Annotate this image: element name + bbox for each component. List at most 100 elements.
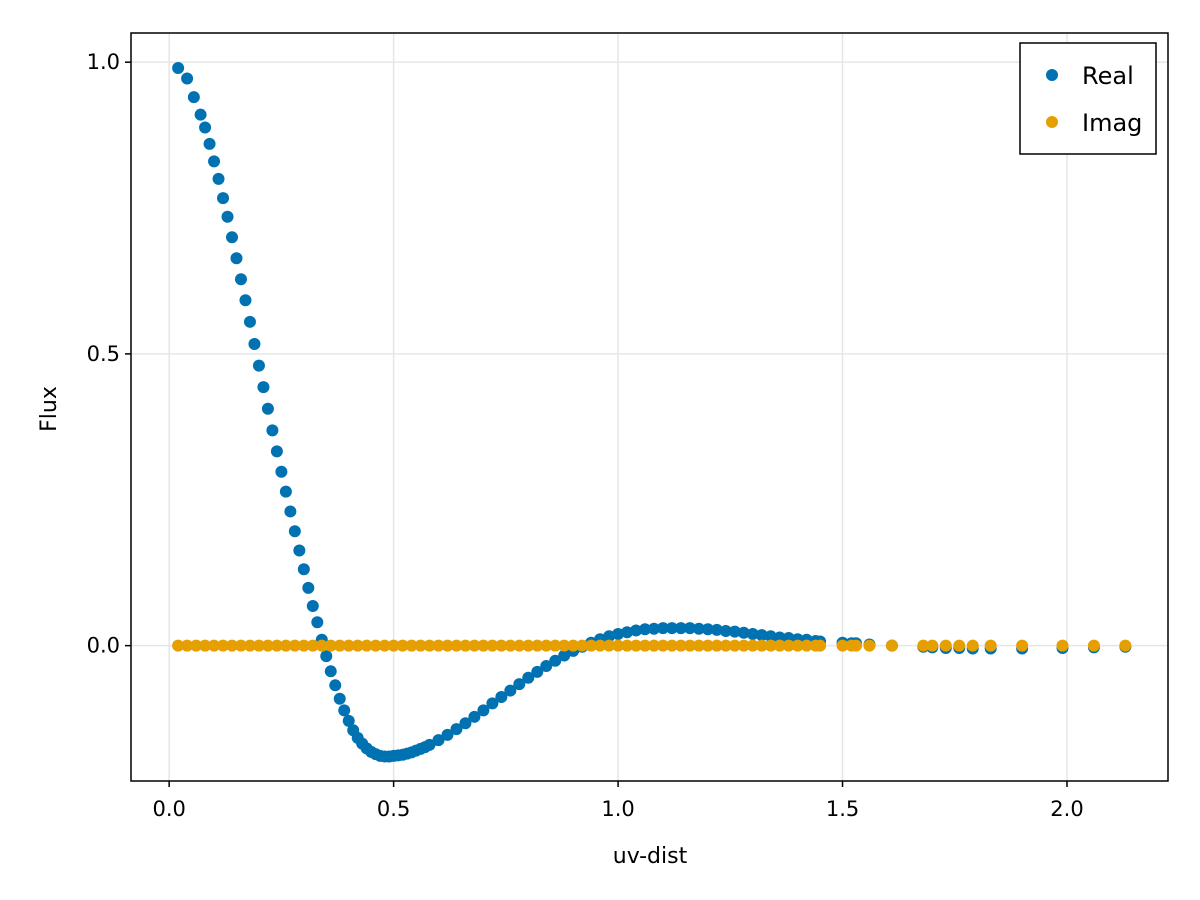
imag-point bbox=[850, 639, 863, 652]
imag-point bbox=[432, 639, 445, 652]
imag-point bbox=[953, 639, 966, 652]
real-point bbox=[737, 626, 750, 639]
imag-point bbox=[567, 639, 580, 652]
real-point bbox=[284, 505, 297, 518]
real-point bbox=[495, 690, 508, 703]
imag-point bbox=[764, 639, 777, 652]
imag-point bbox=[939, 639, 952, 652]
real-point bbox=[279, 485, 292, 498]
imag-point bbox=[630, 639, 643, 652]
imag-point bbox=[836, 639, 849, 652]
imag-point bbox=[450, 639, 463, 652]
real-point bbox=[342, 714, 355, 727]
real-point bbox=[674, 622, 687, 635]
real-point bbox=[692, 622, 705, 635]
y-tick-label: 0.5 bbox=[87, 342, 120, 366]
imag-point bbox=[1056, 639, 1069, 652]
real-point bbox=[746, 627, 759, 640]
imag-point bbox=[621, 639, 634, 652]
legend: Real Imag bbox=[1019, 42, 1157, 155]
real-point bbox=[719, 625, 732, 638]
imag-point bbox=[674, 639, 687, 652]
imag-point bbox=[814, 639, 827, 652]
imag-point bbox=[917, 639, 930, 652]
imag-point bbox=[522, 639, 535, 652]
real-point bbox=[683, 622, 696, 635]
grid-lines bbox=[131, 33, 1168, 781]
imag-point bbox=[190, 639, 203, 652]
imag-point bbox=[558, 639, 571, 652]
x-tick-label: 2.0 bbox=[1050, 797, 1083, 821]
imag-point bbox=[549, 639, 562, 652]
imag-point bbox=[926, 639, 939, 652]
imag-point bbox=[746, 639, 759, 652]
real-point bbox=[531, 665, 544, 678]
real-point bbox=[306, 599, 319, 612]
real-point bbox=[252, 359, 265, 372]
real-point bbox=[187, 91, 200, 104]
imag-point bbox=[585, 639, 598, 652]
real-point bbox=[212, 172, 225, 185]
imag-series-points bbox=[172, 639, 1132, 652]
imag-point bbox=[378, 639, 391, 652]
real-point bbox=[221, 210, 234, 223]
imag-point bbox=[504, 639, 517, 652]
real-point bbox=[549, 654, 562, 667]
real-point bbox=[257, 381, 270, 394]
real-point bbox=[203, 137, 216, 150]
x-tick-label: 1.5 bbox=[826, 797, 859, 821]
imag-point bbox=[468, 639, 481, 652]
real-point bbox=[172, 62, 185, 75]
y-axis-label: Flux bbox=[37, 386, 62, 432]
real-point bbox=[513, 678, 526, 691]
real-point bbox=[522, 671, 535, 684]
real-point bbox=[755, 629, 768, 642]
imag-point bbox=[477, 639, 490, 652]
real-point bbox=[639, 623, 652, 636]
real-point bbox=[329, 679, 342, 692]
real-point bbox=[459, 717, 472, 730]
imag-point bbox=[172, 639, 185, 652]
real-point bbox=[603, 630, 616, 643]
imag-point bbox=[782, 639, 795, 652]
imag-point bbox=[414, 639, 427, 652]
imag-point bbox=[217, 639, 230, 652]
imag-point bbox=[656, 639, 669, 652]
real-point bbox=[320, 650, 333, 663]
y-tick-label: 0.0 bbox=[87, 634, 120, 658]
legend-real-label: Real bbox=[1082, 62, 1134, 90]
real-point bbox=[486, 697, 499, 710]
imag-point bbox=[966, 639, 979, 652]
imag-point bbox=[1016, 639, 1029, 652]
x-tick-label: 0.5 bbox=[377, 797, 410, 821]
imag-point bbox=[594, 639, 607, 652]
imag-point bbox=[495, 639, 508, 652]
imag-point bbox=[612, 639, 625, 652]
real-point bbox=[297, 563, 310, 576]
imag-point bbox=[1087, 639, 1100, 652]
imag-point bbox=[405, 639, 418, 652]
real-point bbox=[288, 525, 301, 538]
real-point bbox=[194, 108, 207, 121]
imag-point bbox=[791, 639, 804, 652]
imag-point bbox=[423, 639, 436, 652]
imag-point bbox=[728, 639, 741, 652]
real-point bbox=[764, 630, 777, 643]
imag-point bbox=[863, 639, 876, 652]
imag-point bbox=[234, 639, 247, 652]
real-point bbox=[468, 710, 481, 723]
imag-point bbox=[261, 639, 274, 652]
imag-point bbox=[252, 639, 265, 652]
imag-point bbox=[279, 639, 292, 652]
real-point bbox=[181, 72, 194, 85]
imag-point bbox=[324, 639, 337, 652]
real-point bbox=[647, 622, 660, 635]
imag-point bbox=[719, 639, 732, 652]
real-point bbox=[324, 665, 337, 678]
imag-point bbox=[226, 639, 239, 652]
imag-point bbox=[885, 639, 898, 652]
real-point bbox=[504, 684, 517, 697]
imag-point bbox=[773, 639, 786, 652]
imag-point bbox=[369, 639, 382, 652]
